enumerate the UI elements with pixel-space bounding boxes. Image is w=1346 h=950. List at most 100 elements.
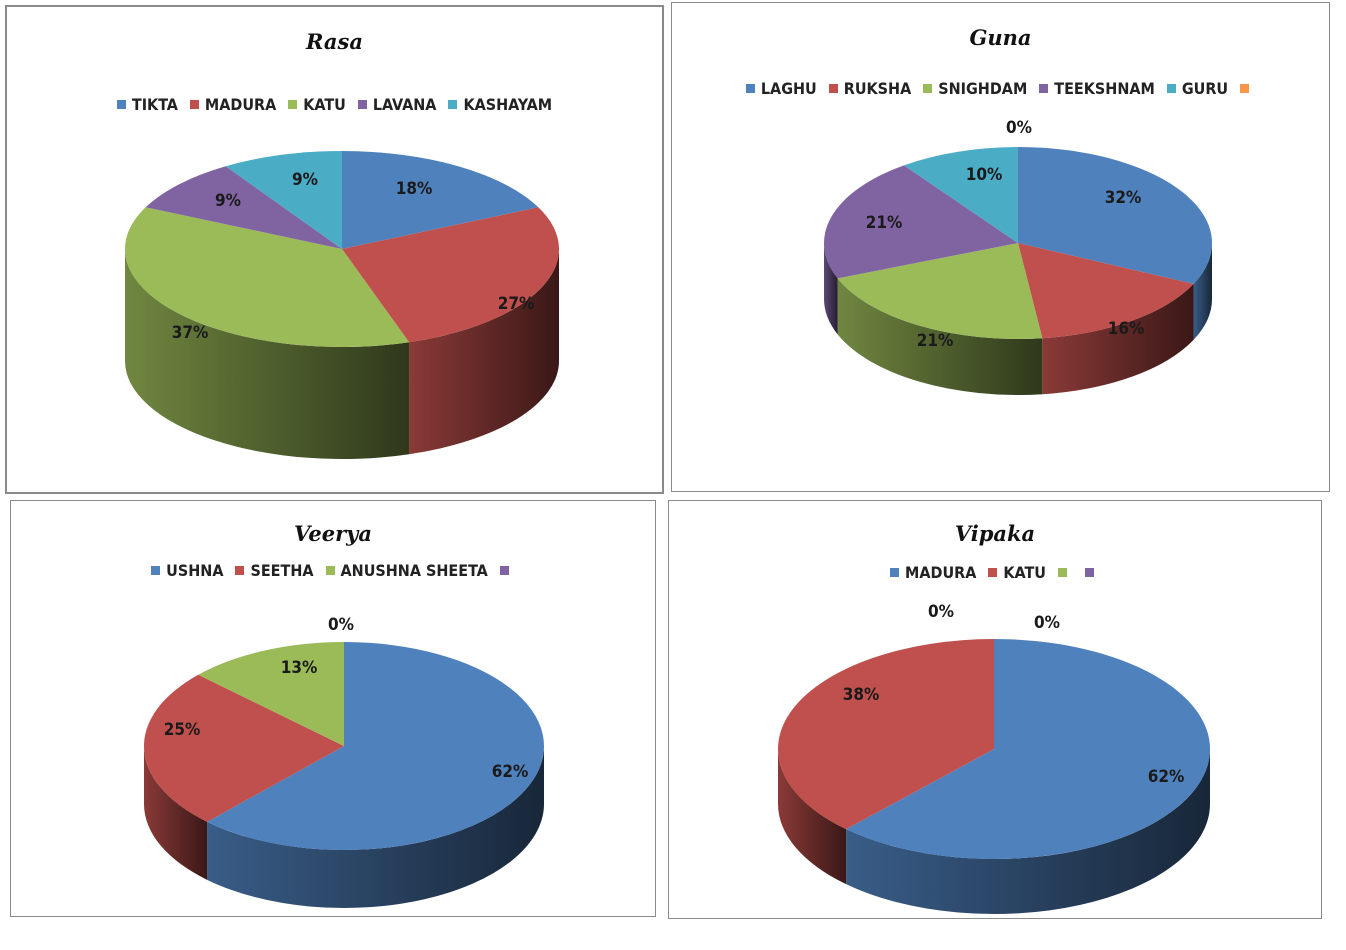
legend-item: LAGHU (745, 79, 817, 98)
legend-item: USHNA (151, 561, 223, 580)
legend-label: TEEKSHNAM (1054, 79, 1155, 98)
legend-swatch (890, 568, 900, 577)
pie-slice-madura (342, 207, 560, 343)
legend-item: TIKTA (116, 95, 178, 114)
legend-item: ANUSHNA SHEETA (325, 561, 488, 580)
pie-side-ruksha (1042, 283, 1194, 395)
legend-item: SEETHA (235, 561, 314, 580)
legend-swatch (1084, 568, 1094, 577)
pie-side-madura (846, 749, 1210, 914)
data-label: 32% (1105, 188, 1142, 208)
pie-slice-guru (903, 147, 1018, 243)
legend-item: GURU (1166, 79, 1229, 98)
chart-title: Vipaka (954, 521, 1036, 546)
legend-swatch (189, 100, 199, 109)
legend-label: GURU (1181, 79, 1229, 98)
pie-slice-laghu (1018, 147, 1212, 284)
legend-swatch (923, 84, 933, 93)
chart-legend: USHNA SEETHA ANUSHNA SHEETA (11, 561, 655, 580)
pie-slice-teekshnam (824, 165, 1018, 279)
data-label: 62% (492, 762, 529, 782)
legend-label: KASHAYAM (463, 95, 553, 114)
chart-title: Veerya (294, 521, 372, 546)
legend-item: KATU (988, 563, 1046, 582)
legend-label: SEETHA (250, 561, 314, 580)
legend-item: MADURA (890, 563, 976, 582)
legend-swatch (745, 84, 755, 93)
chart-panel-rasa: 18% 27% 37% 9% 9% Rasa TIKTA MADURA KATU LAVANA… (5, 5, 664, 494)
legend-swatch (357, 100, 367, 109)
pie-slice-kashayam (225, 151, 342, 249)
chart-panel-vipaka: 62% 38% 0% 0% Vipaka MADURA KATU (668, 500, 1322, 919)
legend-item: RUKSHA (828, 79, 912, 98)
legend-item (1084, 563, 1100, 582)
legend-swatch (1166, 84, 1176, 93)
data-label: 38% (843, 685, 880, 705)
pie-slice-katu (124, 207, 410, 347)
legend-swatch (325, 566, 335, 575)
legend-item (499, 561, 515, 580)
pie-side-madura (409, 249, 559, 455)
data-label: 21% (866, 213, 903, 233)
data-label: 37% (172, 323, 209, 343)
data-label: 9% (215, 191, 241, 211)
legend-swatch (1240, 84, 1250, 93)
legend-swatch (1039, 84, 1049, 93)
legend-item: MADURA (189, 95, 277, 114)
legend-label: LAVANA (372, 95, 437, 114)
legend-label: KATU (1003, 563, 1046, 582)
pie-slice-tikta (342, 151, 539, 249)
pie-side-laghu (1193, 243, 1212, 340)
pie-side-katu (778, 749, 847, 885)
data-label: 27% (498, 294, 535, 314)
legend-label: ANUSHNA SHEETA (340, 561, 488, 580)
data-label: 0% (928, 602, 954, 622)
legend-swatch (1057, 568, 1067, 577)
data-label: 25% (164, 720, 201, 740)
pie-chart-guna: 32% 16% 21% 21% 10% 0% (824, 118, 1212, 395)
pie-slice-madura (846, 639, 1210, 859)
legend-label: MADURA (204, 95, 277, 114)
legend-swatch (499, 566, 509, 575)
pie-side-ushna (207, 746, 544, 908)
chart-legend: LAGHU RUKSHA SNIGHDAM TEEKSHNAM GURU (672, 79, 1329, 98)
pie-chart-rasa: 18% 27% 37% 9% 9% (124, 151, 560, 460)
pie-slice-lavana (145, 166, 342, 249)
data-label: 0% (328, 615, 354, 635)
pie-slice-katu (778, 639, 994, 830)
pie-slice-ushna (207, 642, 544, 850)
pie-side-snighdam (837, 278, 1043, 395)
data-label: 10% (966, 165, 1003, 185)
data-label: 18% (396, 179, 433, 199)
data-label: 13% (281, 658, 318, 678)
legend-item: KASHAYAM (448, 95, 552, 114)
legend-item: SNIGHDAM (923, 79, 1027, 98)
pie-chart-vipaka: 62% 38% 0% 0% (778, 602, 1210, 914)
pie-slice-ruksha (1018, 243, 1194, 339)
pie-side-katu (125, 249, 410, 460)
data-label: 62% (1148, 767, 1185, 787)
data-label: 9% (292, 170, 318, 190)
legend-label: RUKSHA (843, 79, 912, 98)
legend-item (1240, 79, 1255, 98)
legend-swatch (288, 100, 298, 109)
chart-legend: MADURA KATU (669, 563, 1321, 582)
legend-label: TIKTA (131, 95, 178, 114)
chart-panel-guna: 32% 16% 21% 21% 10% 0% Guna LAGHU RUKSHA SNIGHD… (671, 2, 1330, 492)
pie-chart-veerya: 62% 25% 13% 0% (143, 615, 544, 908)
legend-swatch (988, 568, 998, 577)
data-label: 0% (1034, 613, 1060, 633)
legend-item (1057, 563, 1073, 582)
chart-title: Rasa (306, 29, 363, 54)
legend-swatch (151, 566, 161, 575)
pie-side-teekshnam (824, 243, 838, 335)
legend-swatch (116, 100, 126, 109)
legend-label: LAGHU (760, 79, 817, 98)
legend-swatch (828, 84, 838, 93)
legend-item: KATU (288, 95, 346, 114)
legend-item: LAVANA (357, 95, 437, 114)
legend-swatch (235, 566, 245, 575)
legend-label: USHNA (166, 561, 224, 580)
legend-label: MADURA (905, 563, 977, 582)
pie-slice-anushna-sheeta (198, 642, 344, 746)
